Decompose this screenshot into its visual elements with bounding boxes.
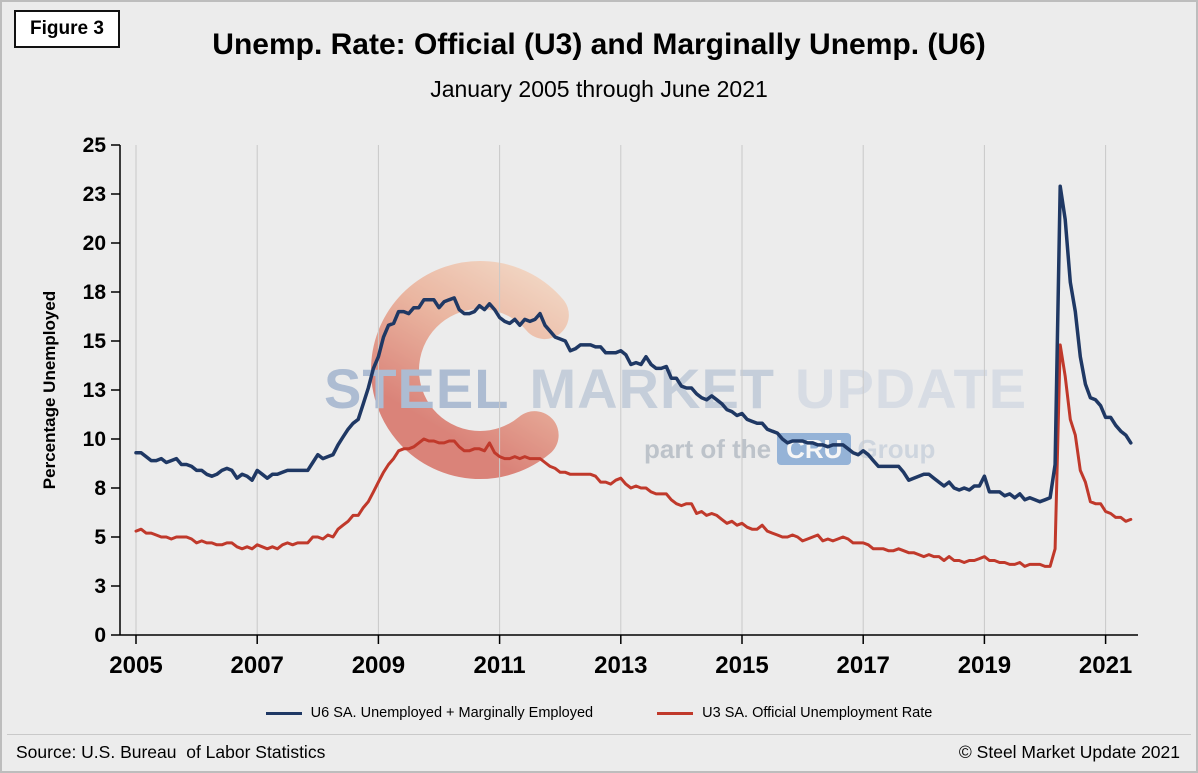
x-tick-label: 2015 [715, 652, 768, 679]
x-tick-label: 2007 [231, 652, 284, 679]
y-tick-label: 13 [83, 379, 106, 402]
figure-label: Figure 3 [14, 10, 120, 48]
legend-item-u3: U3 SA. Official Unemployment Rate [657, 705, 932, 721]
legend-item-u6: U6 SA. Unemployed + Marginally Employed [265, 705, 594, 721]
y-tick-label: 18 [83, 281, 107, 304]
series-line [134, 343, 1133, 568]
y-tick-label: 25 [83, 134, 107, 157]
footer: Source: U.S. Bureau of Labor Statistics … [16, 742, 1180, 763]
y-tick-label: 3 [94, 575, 106, 598]
y-tick-label: 8 [94, 477, 106, 500]
y-tick-label: 5 [94, 526, 106, 549]
chart-area: STEEL MARKET UPDATE part of the CRU Group 20… [2, 132, 1196, 702]
y-tick-label: 23 [83, 183, 106, 206]
series-line [134, 184, 1133, 504]
copyright-text: © Steel Market Update 2021 [958, 742, 1180, 762]
x-tick-label: 2021 [1079, 652, 1132, 679]
y-tick-label: 15 [83, 330, 107, 353]
legend-label-u6: U6 SA. Unemployed + Marginally Employed [310, 705, 594, 721]
x-tick-label: 2013 [594, 652, 647, 679]
x-tick-label: 2011 [474, 652, 526, 679]
line-chart-plot: 2005 2007 2009 2011 2013 2015 2017 2019 20210358… [83, 134, 1138, 679]
y-tick-label: 10 [83, 428, 106, 451]
chart-subtitle: January 2005 through June 2021 [430, 76, 768, 102]
y-tick-label: 20 [83, 232, 106, 255]
footer-divider [7, 734, 1191, 735]
x-tick-label: 2019 [958, 652, 1011, 679]
x-tick-label: 2009 [352, 652, 405, 679]
source-text: Source: U.S. Bureau of Labor Statistics [16, 742, 326, 762]
x-tick-label: 2005 [109, 652, 162, 679]
chart-title: Unemp. Rate: Official (U3) and Marginall… [212, 28, 986, 61]
legend-label-u3: U3 SA. Official Unemployment Rate [702, 705, 933, 721]
y-tick-label: 0 [94, 624, 106, 647]
x-tick-label: 2017 [837, 652, 890, 679]
u6-line-swatch [265, 711, 302, 715]
u3-line-swatch [657, 711, 694, 715]
legend: U6 SA. Unemployed + Marginally Employed … [2, 705, 1196, 721]
